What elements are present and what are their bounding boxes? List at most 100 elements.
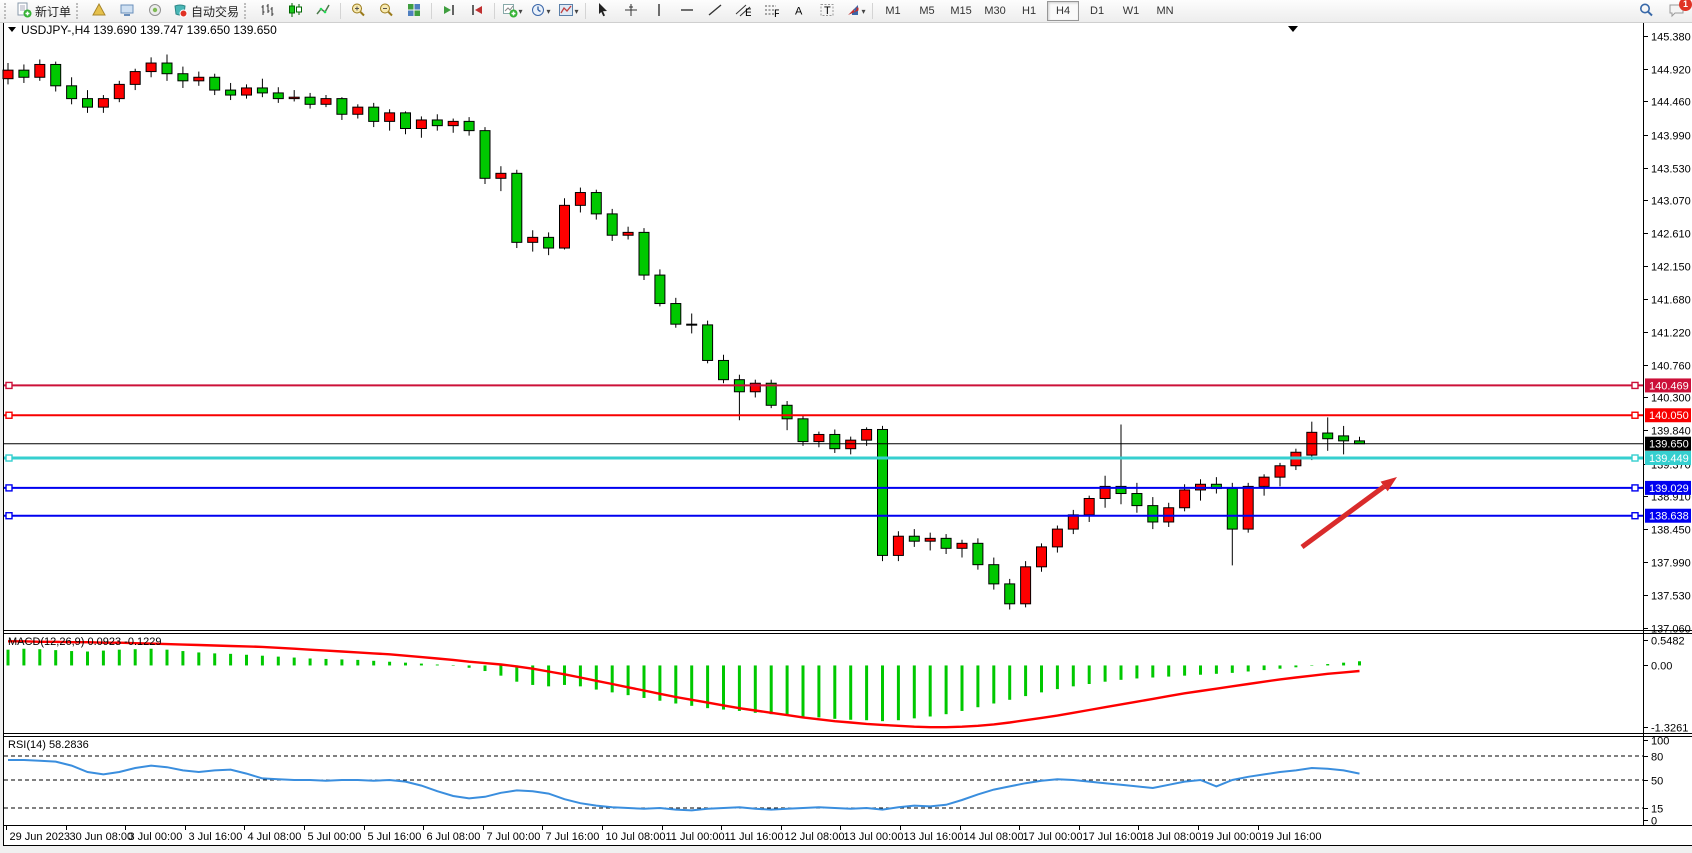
search-icon: [1638, 2, 1654, 21]
chevron-down-icon: ▾: [861, 6, 866, 16]
chart-menu-icon[interactable]: [8, 27, 16, 32]
time-axis[interactable]: 29 Jun 2023 30 Jun 08:003 Jul 00:00 3 Jul …: [6, 825, 1322, 843]
candlestick-chart-button[interactable]: [281, 0, 309, 22]
svg-text:13 Jul 16:00: 13 Jul 16:00: [904, 831, 964, 843]
zoom-out-button[interactable]: [372, 0, 400, 22]
svg-text:18 Jul 08:00: 18 Jul 08:00: [1142, 831, 1202, 843]
chart-canvas[interactable]: 145.380 144.920 144.460 143.990 143.530 143.0…: [0, 22, 1692, 848]
svg-text:7 Jul 16:00: 7 Jul 16:00: [546, 831, 600, 843]
autotrading-icon: [172, 2, 188, 21]
notifications-button[interactable]: 1: [1668, 0, 1692, 21]
crosshair-button[interactable]: [617, 0, 645, 22]
svg-text:142.610: 142.610: [1651, 229, 1691, 241]
svg-text:144.920: 144.920: [1651, 65, 1691, 77]
svg-text:141.220: 141.220: [1651, 328, 1691, 340]
svg-text:5 Jul 00:00: 5 Jul 00:00: [308, 831, 362, 843]
svg-text:140.469: 140.469: [1649, 380, 1689, 392]
new-order-button[interactable]: 新订单: [13, 0, 74, 22]
macd-label: MACD(12,26,9) 0.0923 -0.1229: [8, 636, 161, 648]
svg-text:50: 50: [1651, 776, 1663, 788]
indicators-button[interactable]: ▾: [498, 0, 526, 22]
periods-button[interactable]: ▾: [526, 0, 554, 22]
vertical-line-button[interactable]: [645, 0, 673, 22]
svg-text:29 Jun 2023: 29 Jun 2023: [10, 831, 71, 843]
indicators-icon: [502, 2, 518, 21]
text-label-button[interactable]: T: [813, 0, 841, 22]
svg-text:138.638: 138.638: [1649, 511, 1689, 523]
timeframe-M5[interactable]: M5: [919, 5, 935, 17]
bar-chart-button[interactable]: [253, 0, 281, 22]
cursor-button[interactable]: [589, 0, 617, 22]
equidistant-channel-button[interactable]: E: [729, 0, 757, 22]
bar-chart-icon: [259, 2, 275, 21]
svg-text:F: F: [774, 8, 779, 18]
profiles-button[interactable]: [113, 0, 141, 22]
tile-windows-button[interactable]: [400, 0, 428, 22]
clock-icon: [530, 2, 546, 21]
autotrading-button[interactable]: 自动交易: [169, 0, 242, 22]
svg-text:0: 0: [1651, 816, 1657, 828]
timeframe-W1[interactable]: W1: [1122, 5, 1140, 17]
hline-139.650[interactable]: 139.650: [4, 436, 1691, 451]
hline-139.449[interactable]: 139.449: [4, 451, 1691, 466]
hline-140.469[interactable]: 140.469: [4, 378, 1691, 393]
templates-button[interactable]: ▾: [554, 0, 582, 22]
zoom-out-icon: [378, 2, 394, 21]
hline-139.029[interactable]: 139.029: [4, 480, 1691, 495]
svg-text:140.760: 140.760: [1651, 361, 1691, 373]
svg-text:138.450: 138.450: [1651, 525, 1691, 537]
svg-text:30 Jun 08:00: 30 Jun 08:00: [70, 831, 134, 843]
line-chart-button[interactable]: [309, 0, 337, 22]
arrows-button[interactable]: ▾: [841, 0, 869, 22]
search-button[interactable]: [1632, 0, 1660, 22]
price-lines[interactable]: 140.469 140.050 139.650 139.449 139.029 138.6…: [4, 378, 1691, 523]
toolbar-grip: [244, 3, 251, 19]
svg-text:145.380: 145.380: [1651, 32, 1691, 44]
tile-windows-icon: [406, 2, 422, 21]
new-chart-icon: [91, 2, 107, 21]
auto-scroll-button[interactable]: [435, 0, 463, 22]
horizontal-line-button[interactable]: [673, 0, 701, 22]
toolbar-separator: [340, 3, 342, 19]
svg-text:139.029: 139.029: [1649, 483, 1689, 495]
chevron-down-icon: ▾: [518, 6, 523, 16]
trendline-button[interactable]: [701, 0, 729, 22]
trend-arrow[interactable]: [1300, 477, 1397, 550]
rsi-panel: [4, 755, 1643, 812]
svg-text:A: A: [795, 5, 803, 17]
new-chart-button[interactable]: [85, 0, 113, 22]
templates-icon: [558, 2, 574, 21]
text-button[interactable]: A: [785, 0, 813, 22]
svg-text:15: 15: [1651, 804, 1663, 816]
svg-text:10 Jul 08:00: 10 Jul 08:00: [606, 831, 666, 843]
svg-text:3 Jul 00:00: 3 Jul 00:00: [129, 831, 183, 843]
svg-text:19 Jul 16:00: 19 Jul 16:00: [1262, 831, 1322, 843]
timeframe-M15[interactable]: M15: [950, 5, 972, 17]
timeframe-H4[interactable]: H4: [1047, 1, 1080, 21]
community-icon: [147, 2, 163, 21]
svg-text:13 Jul 00:00: 13 Jul 00:00: [844, 831, 904, 843]
community-button[interactable]: [141, 0, 169, 22]
timeframe-H1[interactable]: H1: [1022, 5, 1037, 17]
profiles-icon: [119, 2, 135, 21]
chart-shift-icon: [469, 2, 485, 21]
timeframe-M30[interactable]: M30: [984, 5, 1006, 17]
fibonacci-button[interactable]: F: [757, 0, 785, 22]
chart-shift-button[interactable]: [463, 0, 491, 22]
svg-text:0.00: 0.00: [1651, 661, 1672, 673]
timeframe-MN[interactable]: MN: [1156, 5, 1174, 17]
svg-text:137.060: 137.060: [1651, 624, 1691, 636]
zoom-in-button[interactable]: [344, 0, 372, 22]
rsi-axis: 100 80 50 150: [1643, 736, 1669, 828]
timeframe-D1[interactable]: D1: [1090, 5, 1105, 17]
timeframe-bar: M1 M5 M15 M30 H1 H4 D1 W1 MN: [876, 1, 1182, 21]
svg-text:143.530: 143.530: [1651, 164, 1691, 176]
toolbar-separator: [872, 3, 874, 19]
chart-window: 145.380 144.920 144.460 143.990 143.530 143.0…: [0, 22, 1692, 848]
svg-text:137.530: 137.530: [1651, 591, 1691, 603]
auto-scroll-icon: [441, 2, 457, 21]
hline-138.638[interactable]: 138.638: [4, 508, 1691, 523]
rsi-label: RSI(14) 58.2836: [8, 739, 89, 751]
timeframe-M1[interactable]: M1: [885, 5, 901, 17]
hline-140.050[interactable]: 140.050: [4, 408, 1691, 423]
